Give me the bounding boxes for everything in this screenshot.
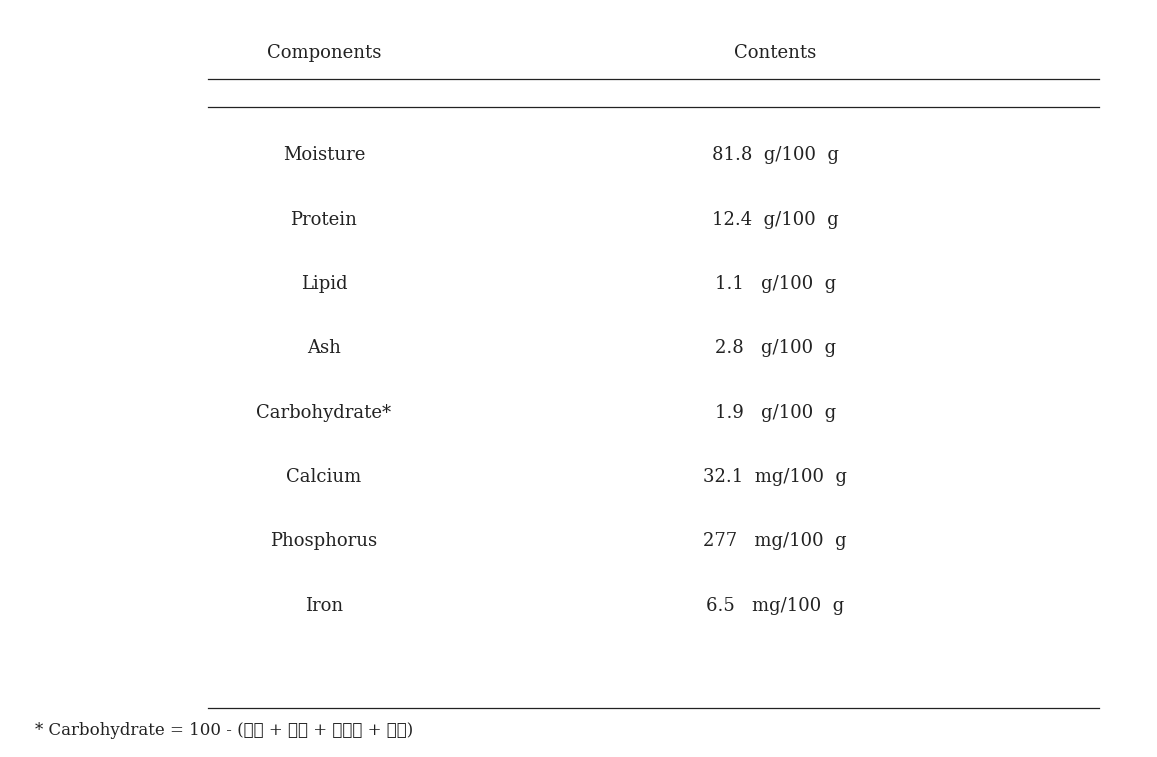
Text: * Carbohydrate = 100 - (수분 + 회분 + 단백질 + 지방): * Carbohydrate = 100 - (수분 + 회분 + 단백질 + … bbox=[35, 722, 413, 739]
Text: Iron: Iron bbox=[305, 597, 342, 615]
Text: Ash: Ash bbox=[307, 339, 341, 357]
Text: Contents: Contents bbox=[734, 44, 817, 62]
Text: 32.1  mg/100  g: 32.1 mg/100 g bbox=[703, 468, 847, 486]
Text: Phosphorus: Phosphorus bbox=[271, 532, 377, 550]
Text: 12.4  g/100  g: 12.4 g/100 g bbox=[712, 210, 839, 229]
Text: 2.8   g/100  g: 2.8 g/100 g bbox=[715, 339, 835, 357]
Text: 81.8  g/100  g: 81.8 g/100 g bbox=[712, 146, 839, 164]
Text: 1.9   g/100  g: 1.9 g/100 g bbox=[715, 403, 835, 422]
Text: Lipid: Lipid bbox=[301, 275, 347, 293]
Text: 6.5   mg/100  g: 6.5 mg/100 g bbox=[706, 597, 845, 615]
Text: Protein: Protein bbox=[290, 210, 358, 229]
Text: Components: Components bbox=[267, 44, 381, 62]
Text: Calcium: Calcium bbox=[286, 468, 362, 486]
Text: 277   mg/100  g: 277 mg/100 g bbox=[703, 532, 847, 550]
Text: Carbohydrate*: Carbohydrate* bbox=[257, 403, 391, 422]
Text: Moisture: Moisture bbox=[282, 146, 366, 164]
Text: 1.1   g/100  g: 1.1 g/100 g bbox=[715, 275, 835, 293]
